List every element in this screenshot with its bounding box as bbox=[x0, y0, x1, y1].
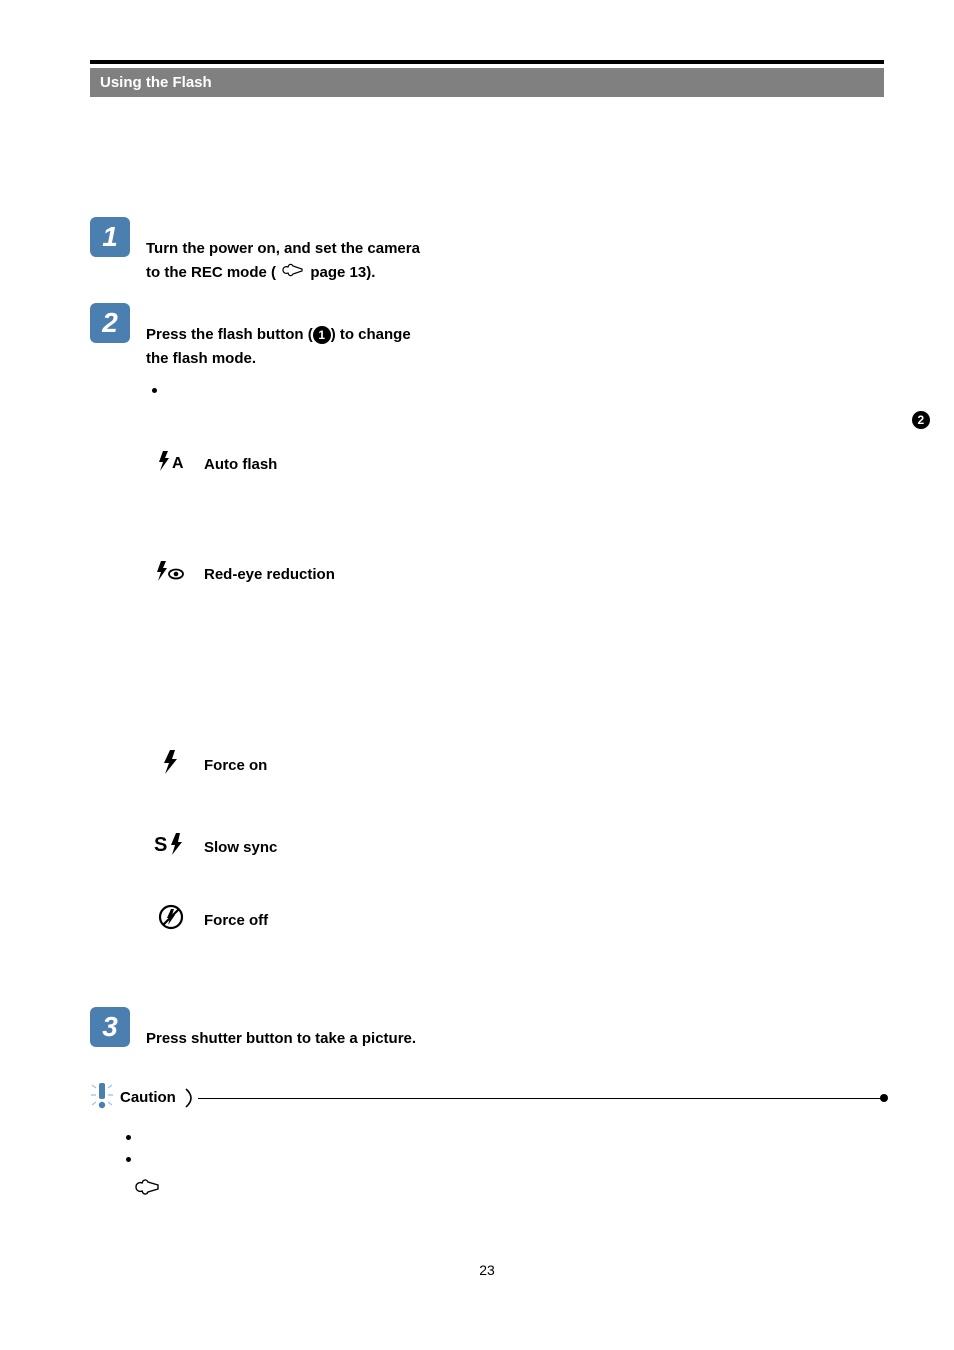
body: 1 · · · · · · · · · · · · · · · · · · · … bbox=[90, 217, 884, 1202]
step-badge-1: 1 bbox=[90, 217, 130, 257]
dotted-leader: · · · · · · · · · · · · · · · · · · · · … bbox=[146, 307, 940, 317]
svg-text:S: S bbox=[154, 834, 167, 856]
caution-list bbox=[120, 1126, 884, 1170]
flash-redeye-label: Red-eye reduction bbox=[204, 566, 335, 583]
dotted-leader: · · · · · · · · · · · · · · · · · · · · … bbox=[146, 221, 940, 231]
caution-bracket-icon bbox=[184, 1087, 198, 1109]
hand-point-icon bbox=[132, 1176, 884, 1202]
two-column-layout: 1 · · · · · · · · · · · · · · · · · · · … bbox=[90, 217, 884, 987]
step-2-bullet bbox=[146, 381, 940, 397]
callout-1-inline: 1 bbox=[313, 326, 331, 344]
callout-2-inline: 2 bbox=[912, 411, 930, 429]
step-1-line-1: Turn the power on, and set the camera bbox=[146, 237, 940, 261]
flash-mode-forceoff: Force off bbox=[146, 903, 940, 937]
steps-column: 1 · · · · · · · · · · · · · · · · · · · … bbox=[90, 217, 954, 987]
flash-forceon-label: Force on bbox=[204, 757, 267, 774]
flash-mode-auto: A Auto flash bbox=[146, 449, 940, 479]
page-number: 23 bbox=[90, 1262, 884, 1278]
caution-rule bbox=[198, 1091, 884, 1105]
caution-label: Caution bbox=[120, 1089, 176, 1106]
flash-mode-list: A Auto flash Red-eye reduction bbox=[146, 449, 940, 937]
step-2: 2 · · · · · · · · · · · · · · · · · · · … bbox=[90, 303, 940, 977]
step-2-line-1: Press the flash button (1) to change bbox=[146, 323, 940, 347]
flash-auto-icon: A bbox=[146, 449, 196, 479]
top-rule bbox=[90, 60, 884, 64]
flash-forceoff-icon bbox=[146, 903, 196, 937]
step-badge-2: 2 bbox=[90, 303, 130, 343]
flash-mode-redeye: Red-eye reduction bbox=[146, 559, 940, 589]
dotted-leader: · · · · · · · · · · · · · · · · · · · · … bbox=[146, 1011, 954, 1021]
flash-slow-icon: S bbox=[146, 831, 196, 863]
step-1-line-2: to the REC mode ( page 13). bbox=[146, 261, 940, 285]
manual-page: Using the Flash 1 · · · · · · · · · · · … bbox=[0, 0, 954, 1338]
flash-slow-label: Slow sync bbox=[204, 839, 277, 856]
step-2-line-2: the flash mode. bbox=[146, 347, 940, 371]
caution-icon bbox=[90, 1081, 114, 1114]
caution-heading: Caution bbox=[90, 1081, 884, 1114]
section-heading: Using the Flash bbox=[90, 68, 884, 97]
flash-forceoff-label: Force off bbox=[204, 912, 268, 929]
flash-auto-label: Auto flash bbox=[204, 456, 277, 473]
flash-forceon-icon bbox=[146, 749, 196, 781]
step-1: 1 · · · · · · · · · · · · · · · · · · · … bbox=[90, 217, 940, 285]
svg-text:A: A bbox=[172, 455, 184, 472]
step-3-line: Press shutter button to take a picture. bbox=[146, 1027, 954, 1051]
step-badge-3: 3 bbox=[90, 1007, 130, 1047]
flash-mode-forceon: Force on bbox=[146, 749, 940, 781]
flash-redeye-icon bbox=[146, 559, 196, 589]
flash-mode-slow: S Slow sync bbox=[146, 831, 940, 863]
step-3: 3 · · · · · · · · · · · · · · · · · · · … bbox=[90, 1007, 884, 1051]
callout-2-inline-row: 2 bbox=[146, 411, 940, 429]
caution-bullet-1 bbox=[120, 1126, 884, 1148]
hand-point-icon bbox=[280, 264, 310, 281]
caution-bullet-2 bbox=[120, 1148, 884, 1170]
